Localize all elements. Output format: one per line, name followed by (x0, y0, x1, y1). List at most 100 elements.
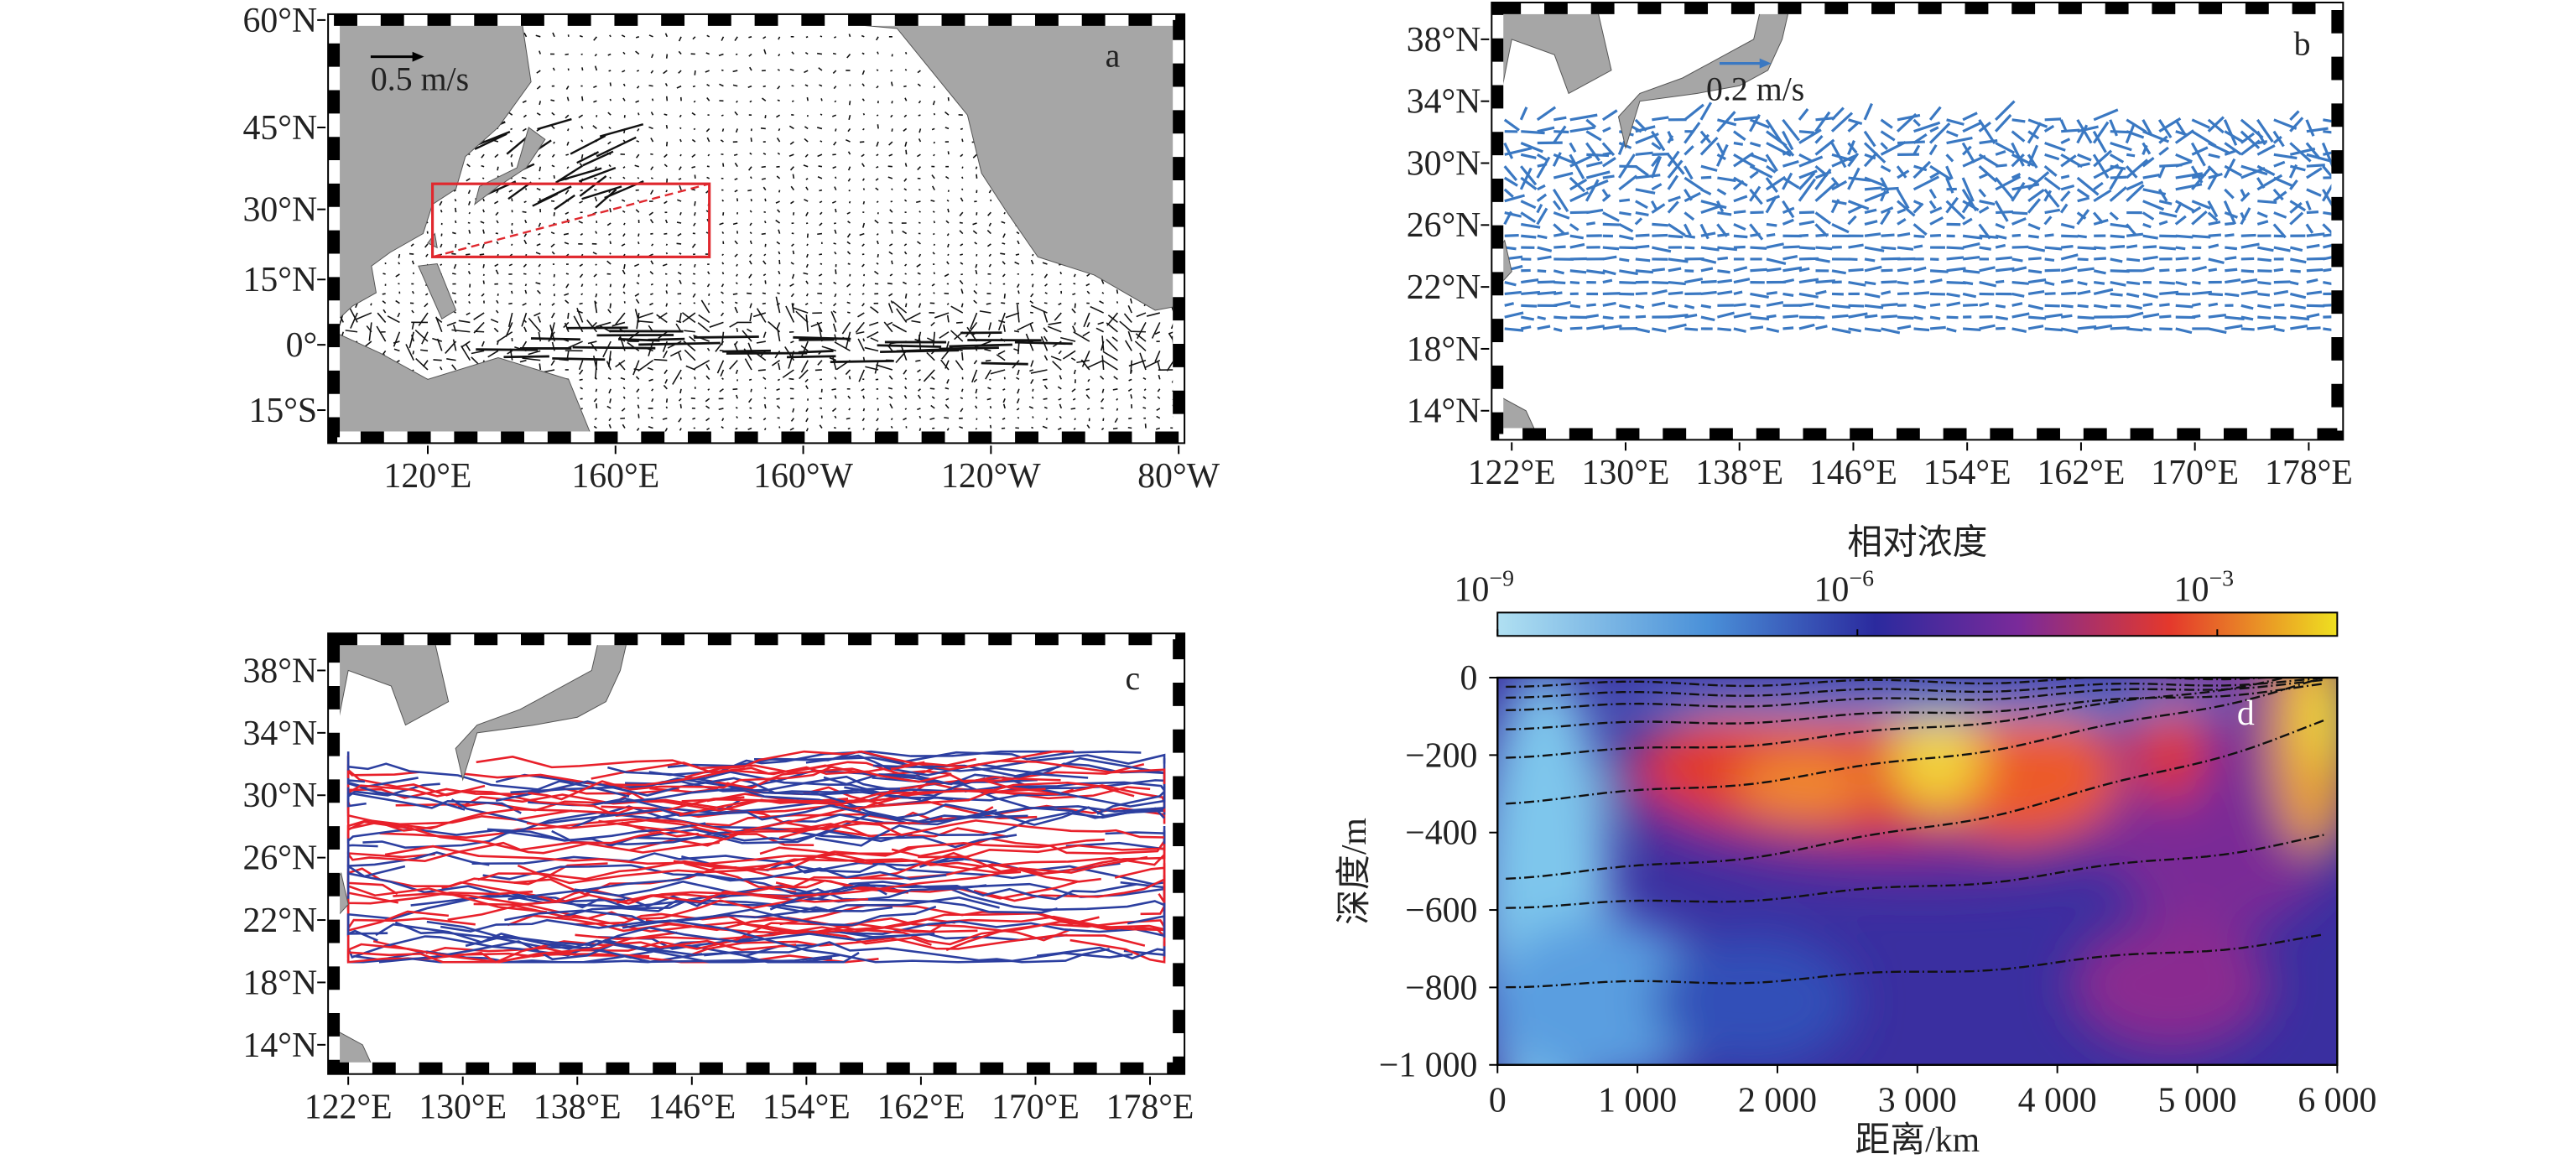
current-vector (749, 303, 752, 309)
current-vector (1537, 184, 1546, 191)
current-vector (482, 198, 485, 202)
current-vector (1945, 153, 1954, 163)
current-vector (903, 188, 908, 191)
x-axis-label: 距离/km (1855, 1120, 1980, 1159)
current-vector (918, 114, 921, 117)
current-vector (834, 341, 851, 352)
current-vector (1136, 312, 1147, 318)
current-vector (1634, 217, 1643, 226)
current-vector (2273, 211, 2287, 219)
current-vector (1913, 164, 1928, 172)
current-vector (918, 283, 921, 286)
current-vector (2256, 144, 2276, 156)
current-vector (682, 312, 696, 323)
current-vector (2208, 142, 2231, 155)
current-vector (1618, 222, 1634, 233)
current-vector (1552, 152, 1562, 167)
current-vector (762, 186, 767, 191)
current-vector (1072, 325, 1076, 333)
current-vector (580, 387, 584, 390)
landmass (455, 639, 628, 782)
current-vector (976, 283, 978, 286)
current-vector (805, 263, 809, 268)
current-vector (1978, 188, 1987, 198)
current-vector (2011, 292, 2025, 298)
current-vector (2256, 174, 2283, 191)
current-vector (691, 165, 696, 169)
current-vector (764, 115, 767, 119)
particle-track (384, 845, 873, 871)
current-vector (1059, 415, 1062, 419)
current-vector (795, 310, 809, 324)
current-vector (621, 408, 626, 412)
current-vector (2192, 234, 2211, 239)
kuroshio-vector (554, 194, 575, 210)
current-vector (904, 141, 908, 147)
current-vector (1521, 222, 1541, 229)
tick-exponent: −3 (2209, 566, 2234, 592)
current-vector (890, 114, 893, 118)
current-vector (482, 263, 485, 268)
current-vector (435, 316, 443, 333)
current-vector (1537, 246, 1553, 252)
current-vector (721, 199, 725, 202)
current-vector (1995, 175, 2022, 191)
current-vector (1569, 269, 1587, 274)
current-vector (892, 300, 908, 314)
current-vector (919, 428, 922, 431)
current-vector (988, 190, 992, 194)
particle-track (617, 868, 1101, 904)
colorbar-title: 相对浓度 (1847, 524, 1987, 563)
current-vector (2207, 211, 2219, 222)
current-vector (946, 199, 950, 202)
current-vector (776, 398, 780, 400)
current-vector (1700, 267, 1714, 273)
current-vector (973, 289, 978, 294)
current-vector (691, 112, 696, 116)
current-vector (1668, 257, 1689, 263)
current-vector (2207, 116, 2225, 133)
current-vector (945, 220, 950, 224)
current-vector (1101, 427, 1105, 431)
current-vector (778, 190, 781, 193)
current-vector (2191, 265, 2208, 273)
current-vector (1830, 142, 1847, 169)
current-vector (718, 408, 724, 411)
current-vector (989, 282, 991, 285)
current-vector (2060, 154, 2077, 168)
current-vector (684, 330, 695, 333)
current-vector (676, 320, 682, 324)
current-vector (679, 185, 682, 190)
current-vector (705, 398, 710, 403)
current-vector (609, 241, 611, 245)
current-vector (1029, 369, 1033, 372)
current-vector (875, 178, 879, 181)
current-vector (382, 273, 386, 275)
current-vector (1017, 369, 1020, 376)
current-vector (1537, 290, 1557, 296)
current-vector (2077, 325, 2097, 330)
current-vector (960, 253, 964, 256)
current-vector (490, 319, 499, 324)
current-vector (2240, 207, 2251, 226)
current-vector (1733, 266, 1748, 273)
current-vector (1503, 142, 1514, 159)
current-vector (648, 34, 653, 38)
current-vector (939, 331, 950, 339)
current-vector (1765, 177, 1778, 193)
current-vector (551, 303, 555, 306)
particle-track (628, 823, 1008, 852)
current-vector (1814, 181, 1838, 202)
current-vector (2306, 232, 2325, 237)
current-vector (705, 405, 710, 409)
current-vector (1086, 322, 1090, 328)
current-vector (607, 377, 611, 381)
current-vector (1863, 102, 1873, 121)
current-vector (876, 153, 879, 157)
current-vector (1847, 142, 1858, 154)
current-vector (984, 348, 991, 352)
current-vector (665, 54, 669, 59)
current-vector (1717, 256, 1729, 261)
current-vector (376, 325, 387, 342)
